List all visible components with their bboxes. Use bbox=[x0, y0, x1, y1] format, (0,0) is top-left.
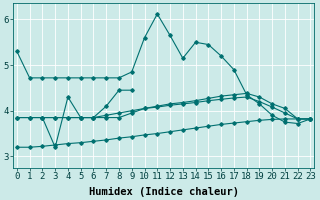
X-axis label: Humidex (Indice chaleur): Humidex (Indice chaleur) bbox=[89, 186, 239, 197]
